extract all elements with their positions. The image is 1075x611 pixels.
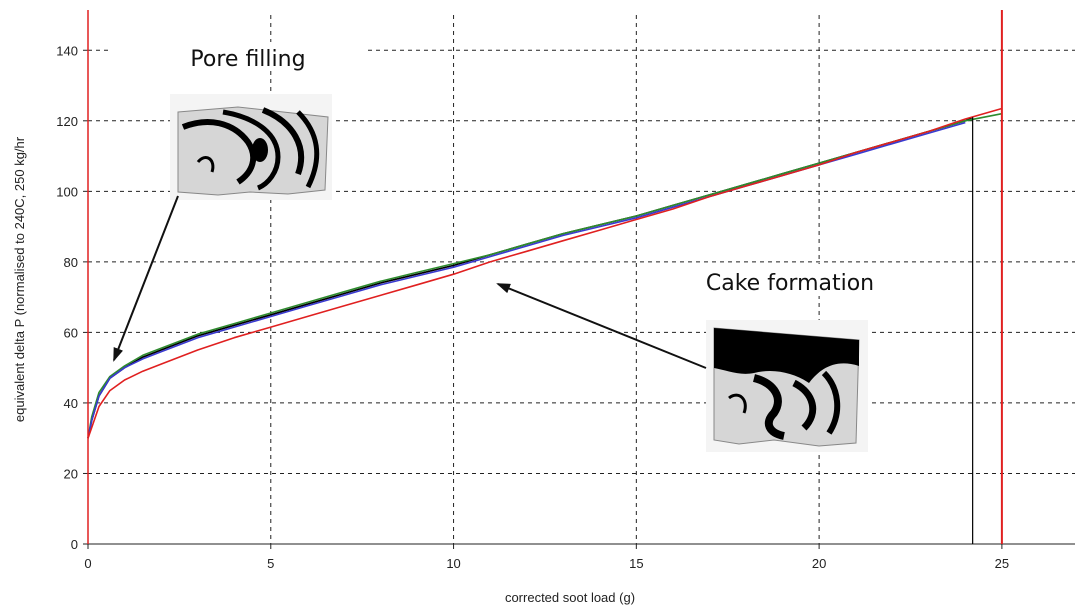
series-line-1: [87, 112, 1003, 439]
y-tick-label: 100: [56, 184, 78, 199]
annotation-cake-formation-label: Cake formation: [706, 271, 874, 296]
series-line-3: [87, 107, 1003, 439]
x-tick-label: 5: [267, 556, 274, 571]
y-tick-label: 140: [56, 43, 78, 58]
cake-formation-micrograph-icon: [706, 320, 868, 452]
y-axis-title: equivalent delta P (normalised to 240C, …: [12, 136, 27, 422]
series-lines: [87, 107, 1003, 439]
x-tick-label: 25: [995, 556, 1009, 571]
y-tick-label: 20: [64, 466, 78, 481]
y-tick-label: 0: [71, 537, 78, 552]
pore-filling-micrograph-icon: [170, 94, 332, 200]
annotation-pore-filling: Pore filling: [108, 42, 366, 362]
x-tick-label: 15: [629, 556, 643, 571]
x-tick-label: 20: [812, 556, 826, 571]
annotation-cake-formation: Cake formation: [496, 264, 898, 452]
y-tick-label: 120: [56, 114, 78, 129]
y-tick-label: 40: [64, 396, 78, 411]
y-tick-label: 60: [64, 325, 78, 340]
cake-formation-arrow: [496, 283, 707, 369]
x-tick-label: 10: [446, 556, 460, 571]
y-tick-label: 80: [64, 255, 78, 270]
annotation-pore-filling-label: Pore filling: [190, 47, 305, 72]
vertical-markers: [87, 10, 1003, 544]
x-axis-title: corrected soot load (g): [505, 590, 635, 605]
pore-filling-arrow: [113, 195, 179, 362]
x-tick-label: 0: [84, 556, 91, 571]
